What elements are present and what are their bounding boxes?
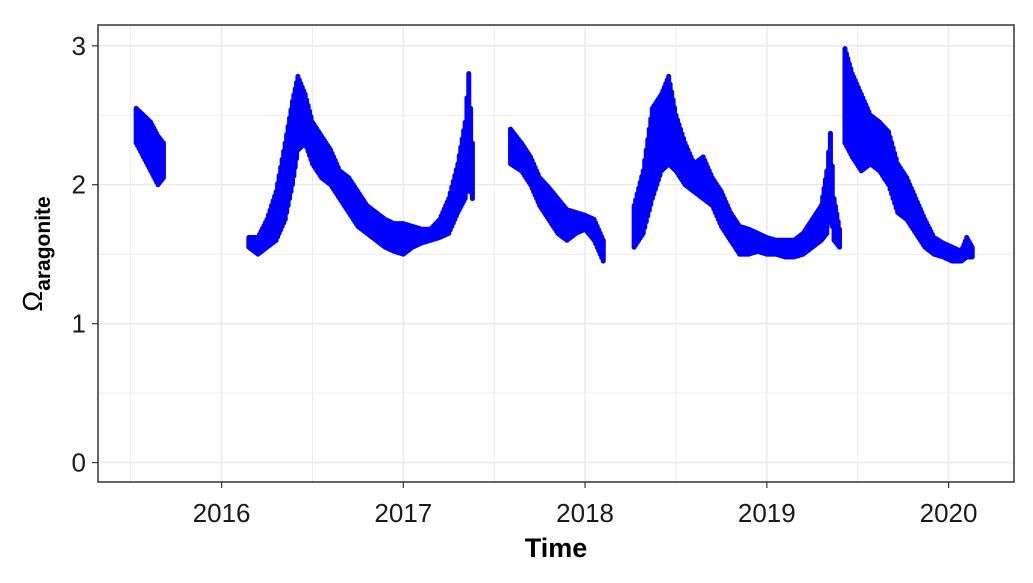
y-tick-label: 1	[72, 309, 86, 339]
x-tick-label: 2016	[193, 498, 251, 528]
y-tick-label: 0	[72, 448, 86, 478]
y-axis-label-symbol: Ω	[17, 291, 48, 312]
y-tick-label: 2	[72, 170, 86, 200]
x-tick-label: 2019	[738, 498, 796, 528]
x-axis: 2016 2017 2018 2019 2020	[193, 482, 978, 528]
x-tick-label: 2018	[556, 498, 614, 528]
y-axis: 0 1 2 3	[72, 31, 98, 478]
gridlines	[98, 25, 1014, 482]
y-tick-label: 3	[72, 31, 86, 61]
x-tick-label: 2020	[920, 498, 978, 528]
y-axis-label-subscript: aragonite	[32, 196, 55, 291]
plot-panel-border	[97, 24, 1015, 483]
x-axis-label: Time	[525, 533, 588, 563]
data-points	[133, 46, 975, 264]
y-axis-label: Ωaragonite	[17, 196, 55, 311]
x-tick-label: 2017	[374, 498, 432, 528]
